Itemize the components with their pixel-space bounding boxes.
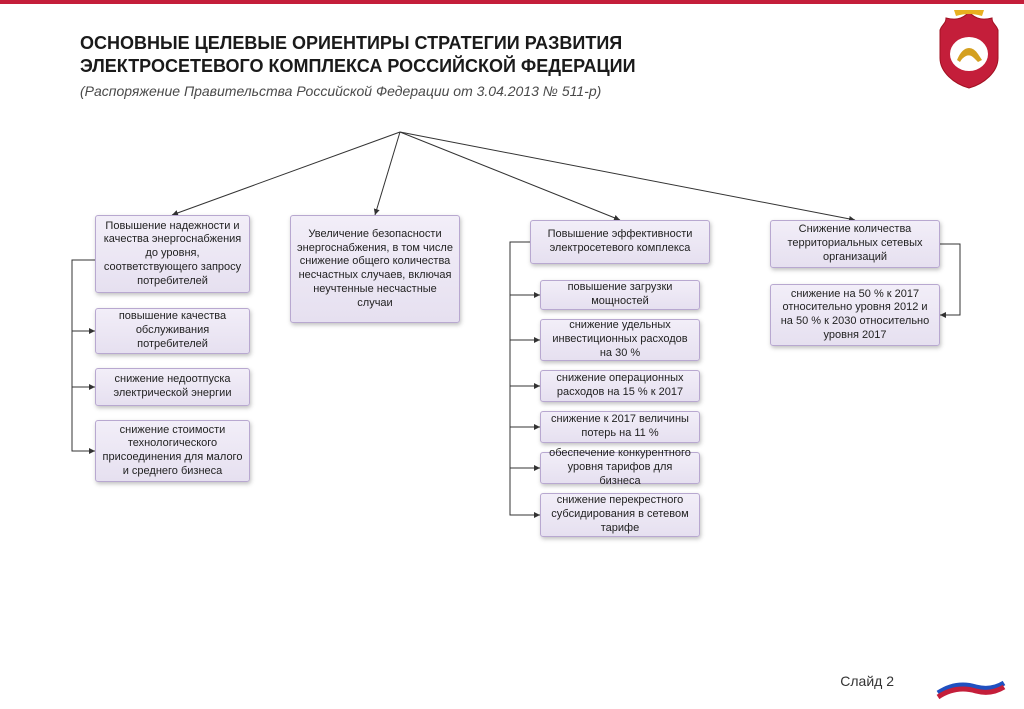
col3-sub-node: снижение перекрестного субсидирования в … [540,493,700,537]
region-emblem [934,10,1004,90]
col3-sub-node: обеспечение конкурентного уровня тарифов… [540,452,700,484]
col3-sub-node: снижение удельных инвестиционных расходо… [540,319,700,361]
slide-header: ОСНОВНЫЕ ЦЕЛЕВЫЕ ОРИЕНТИРЫ СТРАТЕГИИ РАЗ… [0,4,1024,107]
col3-sub-node: снижение операционных расходов на 15 % к… [540,370,700,402]
col1-sub-node: снижение стоимости технологического прис… [95,420,250,482]
slide-title: ОСНОВНЫЕ ЦЕЛЕВЫЕ ОРИЕНТИРЫ СТРАТЕГИИ РАЗ… [80,32,944,79]
col3-sub-node: снижение к 2017 величины потерь на 11 % [540,411,700,443]
col1-main-node: Повышение надежности и качества энергосн… [95,215,250,293]
slide-number: Слайд 2 [840,673,894,689]
col3-main-node: Повышение эффективности электросетевого … [530,220,710,264]
flowchart: Повышение надежности и качества энергосн… [0,130,1024,670]
col1-sub-node: повышение качества обслуживания потребит… [95,308,250,354]
col2-main-node: Увеличение безопасности энергоснабжения,… [290,215,460,323]
title-line-1: ОСНОВНЫЕ ЦЕЛЕВЫЕ ОРИЕНТИРЫ СТРАТЕГИИ РАЗ… [80,33,622,53]
col4-main-node: Снижение количества территориальных сете… [770,220,940,268]
col1-sub-node: снижение недоотпуска электрической энерг… [95,368,250,406]
title-line-2: ЭЛЕКТРОСЕТЕВОГО КОМПЛЕКСА РОССИЙСКОЙ ФЕД… [80,56,636,76]
col4-sub-node: снижение на 50 % к 2017 относительно уро… [770,284,940,346]
col3-sub-node: повышение загрузки мощностей [540,280,700,310]
slide-subtitle: (Распоряжение Правительства Российской Ф… [80,83,944,99]
flag-swoosh-icon [936,671,1006,701]
